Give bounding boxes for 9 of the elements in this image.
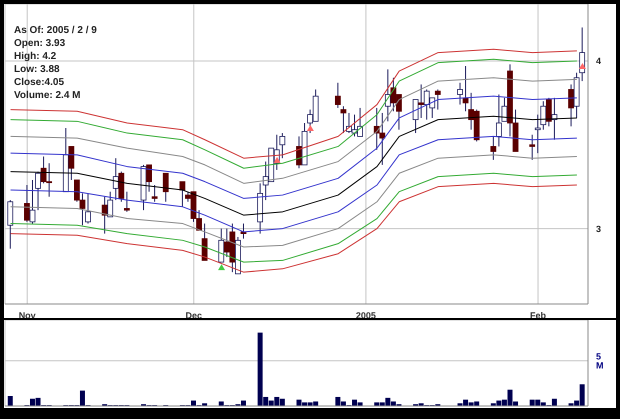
- annotation: Low: 3.88: [14, 63, 61, 76]
- y-tick-label: 3: [596, 224, 602, 234]
- annotation: Volume: 2.4 M: [14, 89, 82, 102]
- annotation: High: 4.2: [14, 50, 58, 63]
- annotation: Close:4.05: [14, 76, 66, 89]
- annotation: Open: 3.93: [14, 37, 66, 50]
- y-tick-label: 5 M: [596, 351, 604, 370]
- y-tick-label: 4: [596, 56, 602, 66]
- annotation: As Of: 2005 / 2 / 9: [14, 24, 97, 37]
